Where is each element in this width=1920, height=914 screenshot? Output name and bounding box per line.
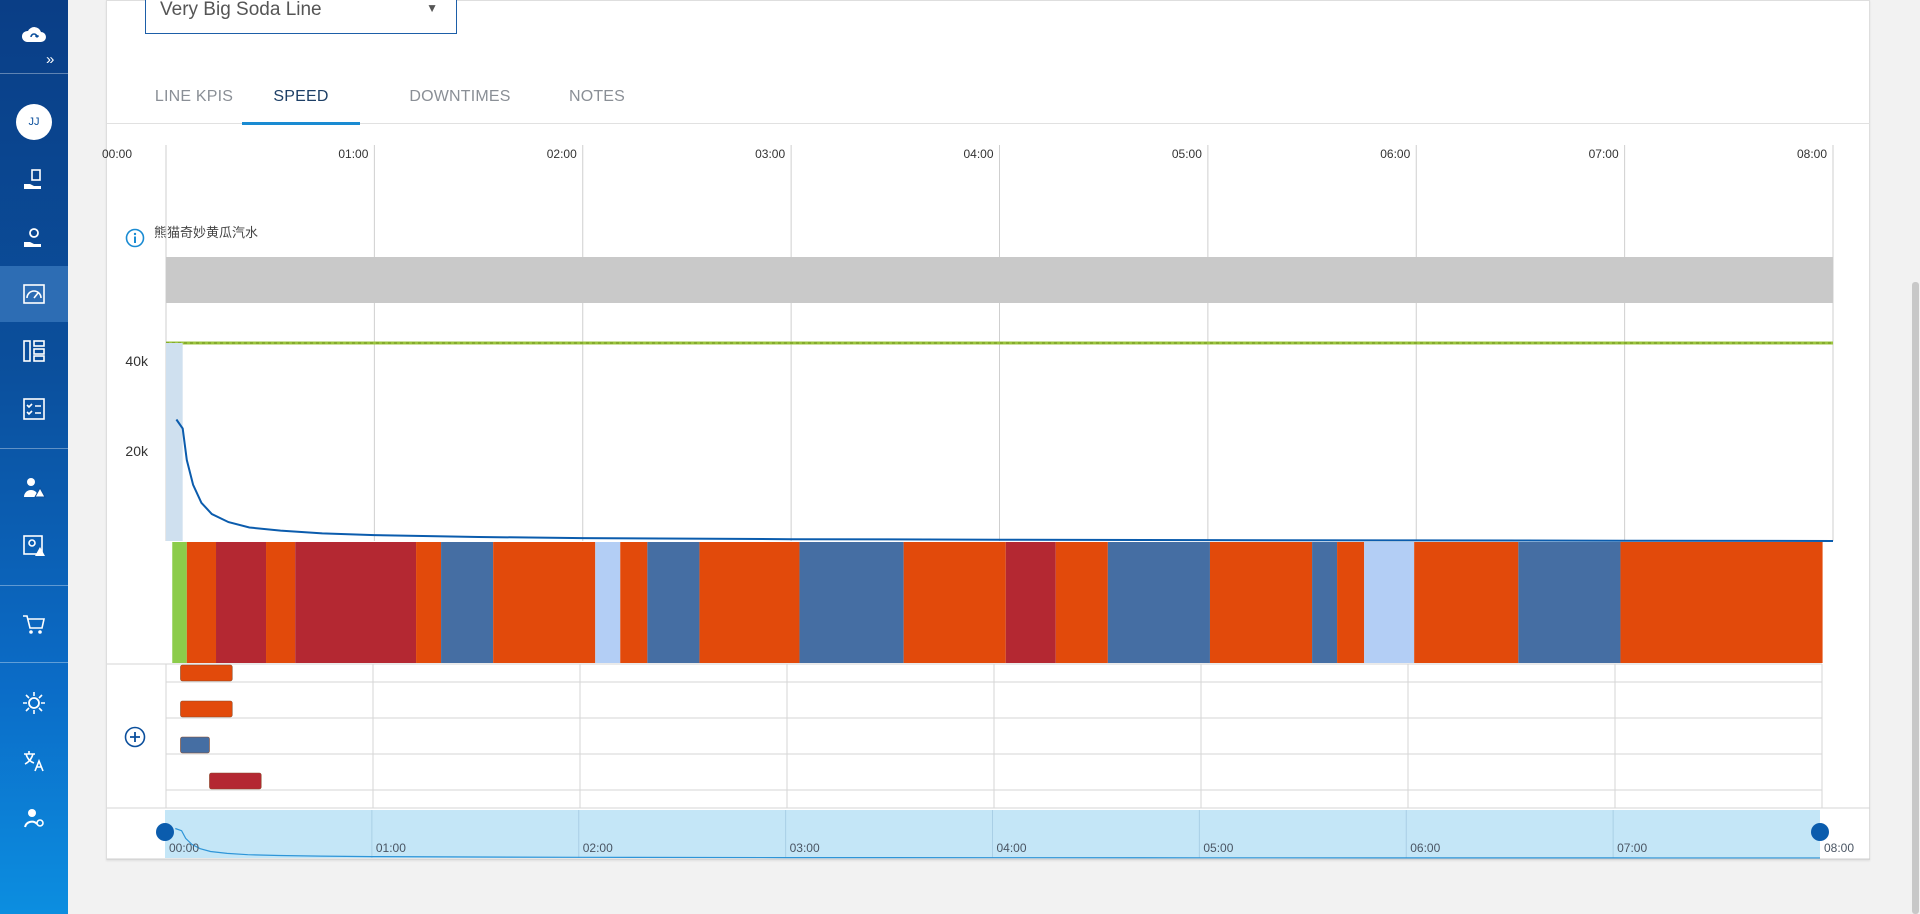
sidebar-item-reports[interactable] — [0, 518, 68, 574]
navigator-handle-left[interactable] — [156, 823, 174, 841]
sidebar-divider — [0, 662, 68, 663]
tab-label: LINE KPIS — [154, 88, 234, 105]
product-label: 熊猫奇妙黄瓜汽水 — [154, 226, 259, 241]
cloud-sync-icon — [21, 27, 46, 42]
sidebar-item-performance[interactable] — [0, 266, 68, 322]
avatar[interactable]: JJ — [16, 104, 52, 140]
sidebar-item-finance[interactable] — [0, 152, 68, 208]
sidebar-item-hierarchy[interactable] — [0, 323, 68, 379]
sidebar-divider — [0, 448, 68, 449]
speedometer-icon — [23, 284, 45, 304]
sidebar-item-shop[interactable] — [0, 597, 68, 653]
cart-icon — [23, 615, 45, 634]
hierarchy-icon — [23, 340, 45, 362]
sidebar-item-theme[interactable] — [0, 675, 68, 731]
image-alert-icon — [23, 535, 45, 556]
sidebar-divider — [0, 73, 68, 74]
tab-speed[interactable]: SPEED — [242, 70, 360, 125]
brightness-icon — [23, 692, 45, 714]
tab-label: DOWNTIMES — [409, 88, 511, 105]
tab-label: NOTES — [568, 88, 626, 105]
expand-sidebar-icon[interactable]: » — [46, 51, 55, 68]
sidebar-item-user-settings[interactable] — [0, 790, 68, 846]
sidebar-item-maintenance[interactable] — [0, 210, 68, 266]
tab-bar: LINE KPIS SPEED DOWNTIMES NOTES — [107, 70, 1870, 125]
info-icon[interactable] — [125, 228, 145, 248]
line-selector-value: Very Big Soda Line — [160, 0, 322, 20]
tab-notes[interactable]: NOTES — [547, 70, 647, 124]
sidebar-item-checklist[interactable] — [0, 381, 68, 437]
person-alert-icon — [24, 478, 46, 498]
speed-card — [106, 0, 1870, 860]
navigator-handle-right[interactable] — [1811, 823, 1829, 841]
checklist-icon — [23, 398, 45, 420]
chevron-down-icon: ▼ — [426, 1, 438, 15]
hand-settings-icon — [24, 228, 41, 247]
sidebar: » JJ — [0, 0, 68, 914]
tab-line-kpis[interactable]: LINE KPIS — [129, 70, 259, 124]
sidebar-divider — [0, 585, 68, 586]
tab-label: SPEED — [273, 88, 329, 105]
app-logo[interactable] — [0, 8, 68, 64]
sidebar-item-people[interactable] — [0, 460, 68, 516]
scrollbar-thumb[interactable] — [1912, 282, 1919, 914]
add-row-icon[interactable] — [124, 726, 146, 748]
line-selector[interactable]: Very Big Soda Line ▼ — [145, 0, 457, 34]
hand-money-icon — [24, 169, 41, 189]
sidebar-item-language[interactable] — [0, 733, 68, 789]
user-settings-icon — [24, 809, 44, 828]
translate-icon — [24, 751, 44, 772]
tab-downtimes[interactable]: DOWNTIMES — [385, 70, 535, 124]
